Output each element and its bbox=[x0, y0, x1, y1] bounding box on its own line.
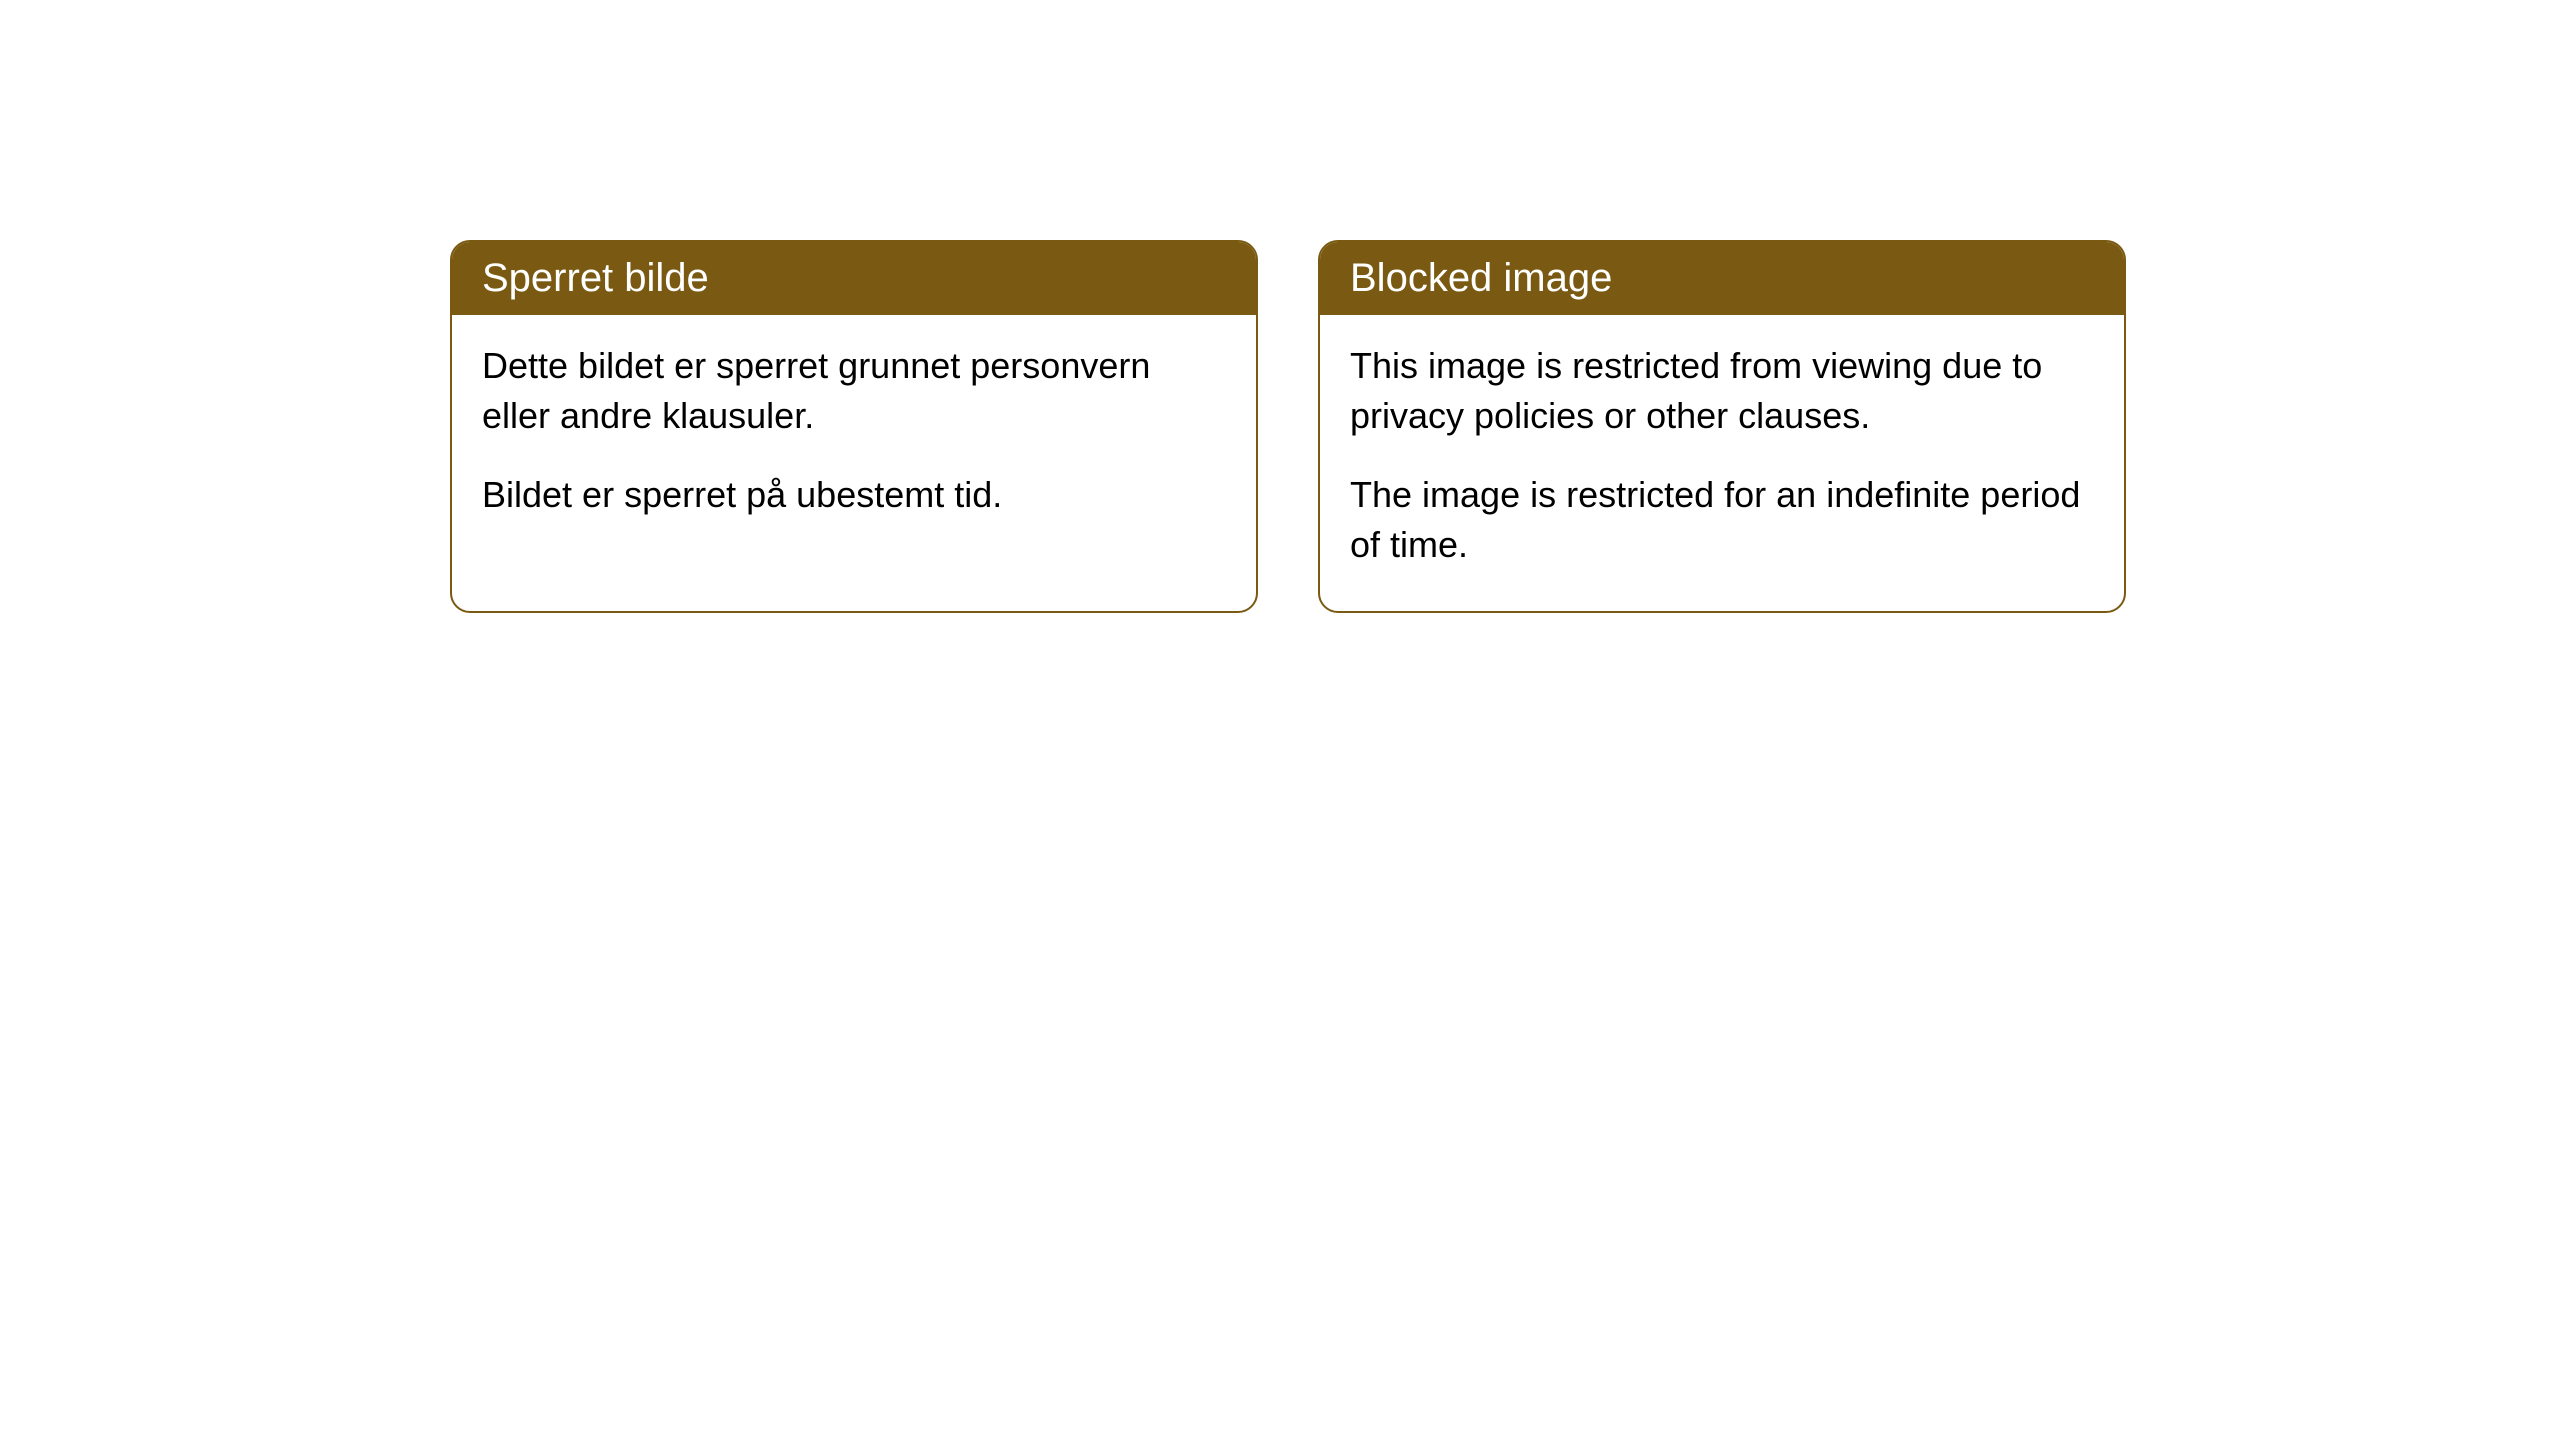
card-header-english: Blocked image bbox=[1320, 242, 2124, 315]
card-paragraph1-english: This image is restricted from viewing du… bbox=[1350, 341, 2094, 442]
card-paragraph2-english: The image is restricted for an indefinit… bbox=[1350, 470, 2094, 571]
card-english: Blocked image This image is restricted f… bbox=[1318, 240, 2126, 613]
card-body-norwegian: Dette bildet er sperret grunnet personve… bbox=[452, 315, 1256, 560]
card-title-english: Blocked image bbox=[1350, 256, 1612, 300]
card-body-english: This image is restricted from viewing du… bbox=[1320, 315, 2124, 611]
card-paragraph2-norwegian: Bildet er sperret på ubestemt tid. bbox=[482, 470, 1226, 520]
card-title-norwegian: Sperret bilde bbox=[482, 256, 709, 300]
cards-container: Sperret bilde Dette bildet er sperret gr… bbox=[450, 240, 2126, 613]
card-paragraph1-norwegian: Dette bildet er sperret grunnet personve… bbox=[482, 341, 1226, 442]
card-header-norwegian: Sperret bilde bbox=[452, 242, 1256, 315]
card-norwegian: Sperret bilde Dette bildet er sperret gr… bbox=[450, 240, 1258, 613]
